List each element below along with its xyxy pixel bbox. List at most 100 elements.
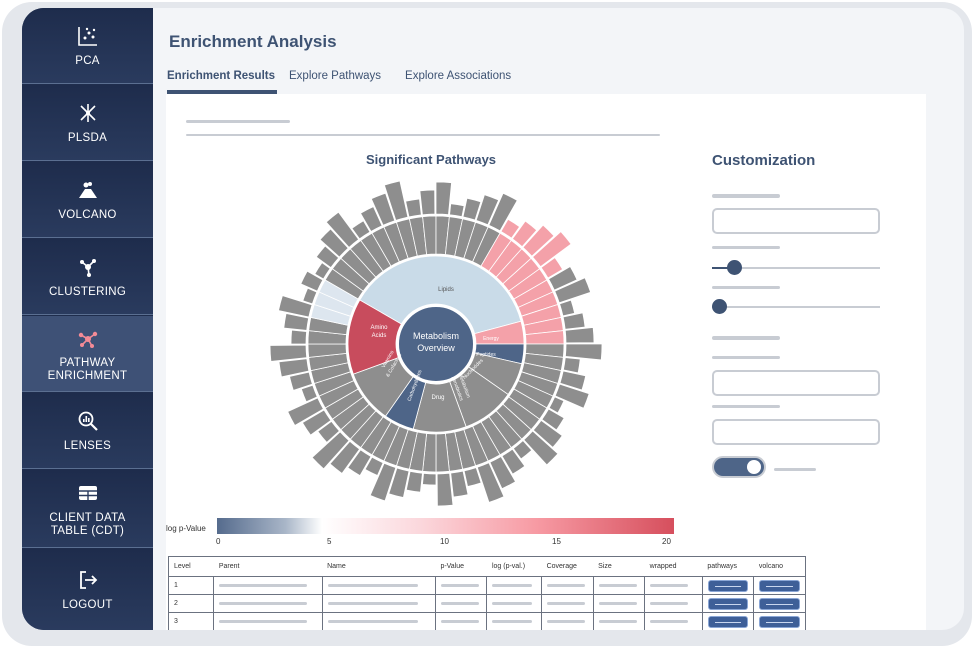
sidebar-item-plsda[interactable]: PLSDA <box>22 85 153 161</box>
outer-bar[interactable] <box>548 396 565 414</box>
outer-bar[interactable] <box>301 409 332 436</box>
outer-bar[interactable] <box>489 456 517 490</box>
outer-bar[interactable] <box>435 181 452 216</box>
outer-bar[interactable] <box>559 370 587 391</box>
outer-bar[interactable] <box>317 420 340 443</box>
sunburst-chart[interactable]: Metabolism Overview Lipids Amino Acids E… <box>266 174 606 514</box>
outer-bar[interactable] <box>347 449 372 477</box>
outer-bar[interactable] <box>564 343 603 361</box>
outer-bar[interactable] <box>278 358 310 378</box>
sidebar-item-clustering[interactable]: CLUSTERING <box>22 239 153 315</box>
outer-bar[interactable] <box>559 299 576 317</box>
column-header-name[interactable]: Name <box>322 556 436 577</box>
outer-bar[interactable] <box>462 197 482 221</box>
outer-bar[interactable] <box>450 470 469 498</box>
column-header-log-p[interactable]: log (p-val.) <box>486 556 542 577</box>
outer-bar[interactable] <box>289 371 313 391</box>
outer-bar[interactable] <box>290 329 308 345</box>
outer-bar[interactable] <box>319 228 349 258</box>
outer-bar[interactable] <box>562 312 586 330</box>
sidebar-item-pca[interactable]: PCA <box>22 8 153 84</box>
outer-bar[interactable] <box>314 262 331 280</box>
segment-lipids[interactable] <box>359 255 522 335</box>
outer-bar[interactable] <box>351 220 371 240</box>
volcano-button[interactable] <box>759 615 800 628</box>
customization-toggle[interactable] <box>712 456 766 478</box>
outer-bar[interactable] <box>564 327 595 344</box>
outer-bar[interactable] <box>315 245 340 269</box>
column-header-wrapped[interactable]: wrapped <box>644 556 703 577</box>
sidebar-item-volcano[interactable]: VOLCANO <box>22 162 153 238</box>
outer-bar[interactable] <box>523 430 559 466</box>
column-header-p-value[interactable]: p-Value <box>435 556 487 577</box>
slider-1-thumb[interactable] <box>727 260 742 275</box>
column-header-coverage[interactable]: Coverage <box>541 556 594 577</box>
outer-bar[interactable] <box>364 456 384 477</box>
outer-bar[interactable] <box>532 419 563 448</box>
outer-bar[interactable] <box>419 189 436 216</box>
outer-bar[interactable] <box>540 257 564 279</box>
pathways-button[interactable] <box>707 597 749 610</box>
outer-bar[interactable] <box>311 431 350 470</box>
slider-1-track[interactable] <box>712 267 880 269</box>
outer-bar[interactable] <box>501 448 526 475</box>
outer-bar[interactable] <box>269 344 308 362</box>
outer-bar[interactable] <box>383 180 409 221</box>
outer-bar[interactable] <box>405 470 423 493</box>
outer-bar[interactable] <box>283 313 310 331</box>
column-header-size[interactable]: Size <box>593 556 645 577</box>
customization-input-2[interactable] <box>712 370 880 396</box>
outer-bar[interactable] <box>548 265 578 291</box>
outer-bar[interactable] <box>278 295 313 318</box>
volcano-button[interactable] <box>759 579 800 592</box>
column-header-parent[interactable]: Parent <box>213 556 323 577</box>
tab-enrichment-results[interactable]: Enrichment Results <box>167 68 277 94</box>
outer-bar[interactable] <box>476 462 505 503</box>
outer-bar[interactable] <box>522 224 555 257</box>
tab-explore-pathways[interactable]: Explore Pathways <box>289 70 382 82</box>
customization-input-1[interactable] <box>712 208 880 234</box>
outer-bar[interactable] <box>562 357 581 374</box>
outer-bar[interactable] <box>532 231 572 268</box>
outer-bar[interactable] <box>370 192 396 226</box>
segment-amino-acids[interactable] <box>347 299 402 375</box>
column-header-volcano[interactable]: volcano <box>753 556 806 577</box>
tab-explore-associations[interactable]: Explore Associations <box>405 70 512 82</box>
column-header-pathways[interactable]: pathways <box>702 556 754 577</box>
center-node[interactable] <box>397 305 475 383</box>
outer-bar[interactable] <box>541 408 565 431</box>
outer-bar[interactable] <box>300 384 318 403</box>
outer-bar[interactable] <box>300 270 324 292</box>
pathways-button[interactable] <box>707 615 749 628</box>
outer-bar[interactable] <box>554 277 592 304</box>
outer-bar[interactable] <box>500 218 521 239</box>
sidebar-item-client-data-table[interactable]: CLIENT DATA TABLE (CDT) <box>22 470 153 548</box>
column-header-level[interactable]: Level <box>168 556 214 577</box>
outer-bar[interactable] <box>449 203 465 218</box>
outer-bar[interactable] <box>436 472 454 507</box>
outer-bar[interactable] <box>302 287 318 305</box>
outer-bar[interactable] <box>488 192 518 232</box>
outer-bar[interactable] <box>512 440 533 460</box>
outer-bar[interactable] <box>325 211 360 248</box>
slider-2-track[interactable] <box>712 306 880 308</box>
sidebar-item-pathway-enrichment[interactable]: PATHWAY ENRICHMENT <box>22 316 153 392</box>
customization-input-3[interactable] <box>712 419 880 445</box>
sidebar-item-lenses[interactable]: LENSES <box>22 393 153 469</box>
volcano-button[interactable] <box>759 597 800 610</box>
outer-bar[interactable] <box>287 397 324 427</box>
outer-bar[interactable] <box>388 467 410 499</box>
outer-bar[interactable] <box>463 467 482 488</box>
outer-bar[interactable] <box>329 440 361 475</box>
slider-2-thumb[interactable] <box>712 299 727 314</box>
pathway-segment[interactable] <box>318 279 359 308</box>
outer-bar[interactable] <box>405 198 422 218</box>
outer-bar[interactable] <box>554 383 590 409</box>
pathways-button[interactable] <box>707 579 749 592</box>
outer-bar[interactable] <box>359 206 383 232</box>
sidebar-item-logout[interactable]: LOGOUT <box>22 549 153 630</box>
outer-bar[interactable] <box>475 194 500 226</box>
outer-bar[interactable] <box>511 220 538 248</box>
outer-bar[interactable] <box>369 462 397 502</box>
outer-bar[interactable] <box>422 472 437 486</box>
